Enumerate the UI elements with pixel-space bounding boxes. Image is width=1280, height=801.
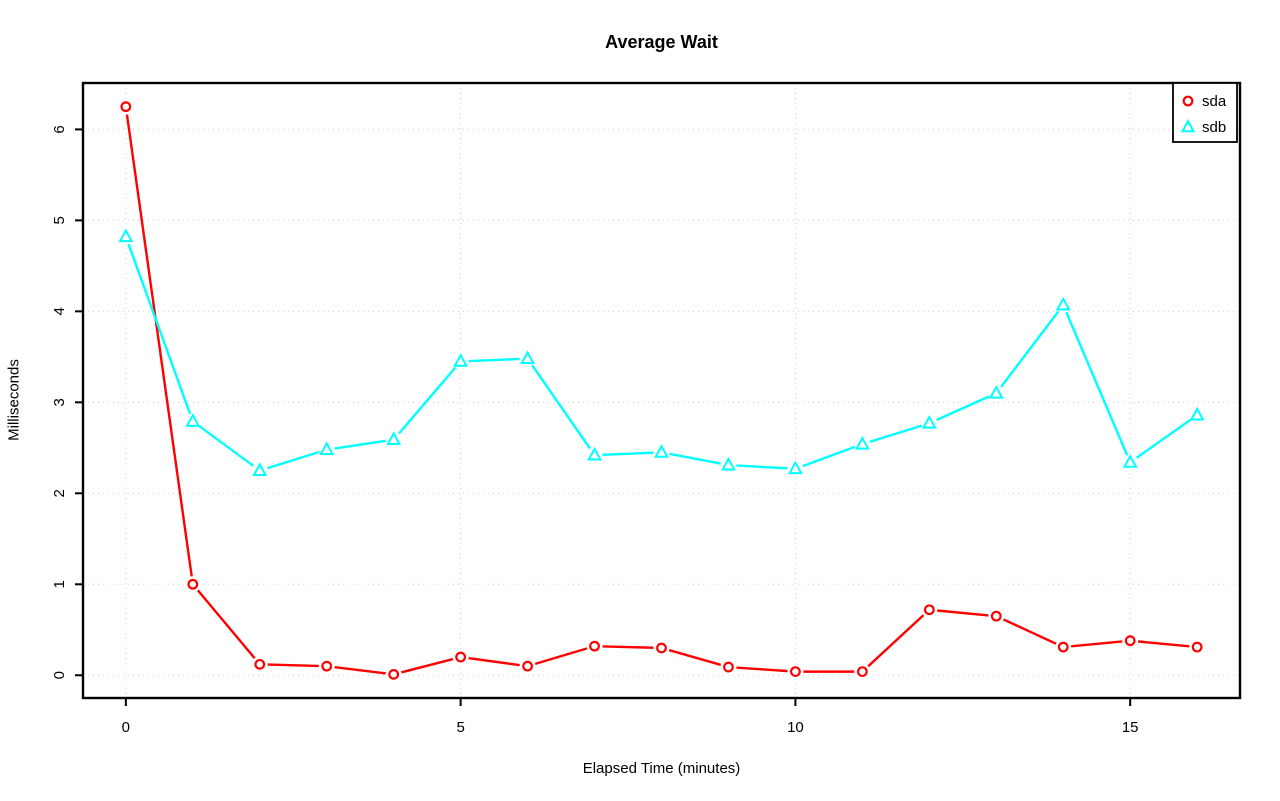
sdb-data-point bbox=[252, 462, 268, 476]
sda-series-line bbox=[124, 106, 1198, 676]
sdb-data-point bbox=[854, 435, 870, 450]
sda-data-point bbox=[990, 610, 1002, 622]
sdb-data-point bbox=[720, 456, 736, 471]
sdb-data-point bbox=[654, 444, 669, 458]
sda-data-point bbox=[321, 660, 333, 672]
sda-data-point bbox=[723, 661, 734, 673]
sda-data-point bbox=[790, 666, 801, 678]
y-tick-label: 3 bbox=[51, 398, 68, 406]
legend-label-sdb: sdb bbox=[1202, 119, 1226, 136]
sdb-data-point bbox=[988, 384, 1004, 399]
sdb-data-point bbox=[587, 446, 603, 461]
sdb-data-point bbox=[386, 431, 402, 446]
sda-data-point bbox=[923, 604, 935, 616]
sda-data-point bbox=[120, 101, 132, 113]
x-tick-label: 10 bbox=[787, 719, 804, 736]
y-tick-label: 1 bbox=[51, 580, 68, 588]
sdb-data-point bbox=[1189, 406, 1205, 421]
y-tick-label: 2 bbox=[51, 489, 68, 497]
sdb-data-point bbox=[453, 353, 469, 367]
sda-data-point bbox=[589, 640, 600, 652]
sdb-data-point bbox=[185, 413, 201, 427]
sda-data-point bbox=[1057, 641, 1069, 653]
sda-data-point bbox=[254, 658, 266, 670]
legend-marker-sdb bbox=[1180, 118, 1196, 133]
y-tick-label: 0 bbox=[51, 671, 68, 679]
legend-label-sda: sda bbox=[1202, 93, 1227, 110]
sdb-data-point bbox=[520, 350, 536, 365]
y-tick-label: 6 bbox=[51, 125, 68, 133]
sdb-data-point bbox=[118, 228, 134, 243]
sda-data-point bbox=[1124, 635, 1136, 647]
plot-frame bbox=[81, 81, 1242, 700]
sda-data-point bbox=[455, 651, 467, 663]
chart-title: Average Wait bbox=[605, 32, 718, 52]
sdb-data-point bbox=[787, 460, 803, 475]
sda-data-point bbox=[388, 668, 400, 680]
x-tick-label: 15 bbox=[1122, 719, 1139, 736]
sda-data-point bbox=[856, 666, 868, 678]
sdb-data-point bbox=[921, 414, 937, 429]
sdb-data-point bbox=[1122, 454, 1138, 468]
sda-data-point bbox=[1191, 641, 1203, 653]
y-axis-title: Milliseconds bbox=[5, 359, 23, 441]
sda-data-point bbox=[656, 642, 667, 654]
x-tick-label: 5 bbox=[456, 719, 464, 736]
sdb-data-point bbox=[1055, 296, 1071, 311]
x-axis-title: Elapsed Time (minutes) bbox=[582, 760, 741, 777]
sda-data-point bbox=[187, 578, 199, 590]
y-tick-label: 5 bbox=[51, 216, 68, 224]
sdb-series-line bbox=[124, 236, 1198, 472]
legend-marker-sda bbox=[1182, 95, 1194, 107]
y-tick-label: 4 bbox=[51, 307, 68, 315]
sda-data-point bbox=[522, 660, 533, 672]
x-tick-label: 0 bbox=[122, 719, 130, 736]
sdb-data-point bbox=[319, 441, 335, 456]
